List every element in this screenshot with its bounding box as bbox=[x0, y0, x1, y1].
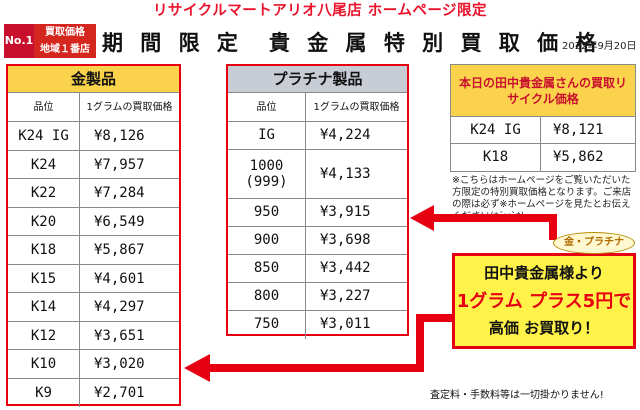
promo-box: 田中貴金属様より 1グラム プラス5円で 高価 お買取り！ bbox=[452, 253, 636, 349]
price-cell: ¥2,701 bbox=[94, 384, 145, 401]
price-cell: ¥8,126 bbox=[94, 128, 145, 144]
price-cell: ¥8,121 bbox=[553, 122, 604, 138]
badge-line-2: 地域１番店 bbox=[40, 44, 90, 55]
grade-cell: K24 IG bbox=[451, 117, 541, 143]
page-banner: リサイクルマートアリオ八尾店 ホームページ限定 bbox=[152, 3, 488, 19]
price-cell: ¥7,957 bbox=[94, 156, 145, 173]
table-row: K24 IG ¥8,121 bbox=[451, 117, 635, 144]
price-cell: ¥7,284 bbox=[94, 185, 145, 201]
price-cell: ¥3,011 bbox=[320, 316, 371, 332]
platinum-col-grade: 品位 bbox=[228, 93, 306, 121]
date-label: 2022年9月20日 bbox=[562, 41, 637, 52]
table-row: K22 ¥7,284 bbox=[8, 179, 179, 208]
price-cell: ¥4,224 bbox=[320, 127, 371, 143]
gold-platinum-bubble: 金・プラチナ bbox=[553, 232, 635, 254]
price-cell: ¥5,862 bbox=[553, 149, 604, 165]
grade-cell: 850 bbox=[228, 255, 306, 282]
grade-cell: 950 bbox=[228, 199, 306, 226]
promo-line-2: 1グラム プラス5円で bbox=[456, 291, 632, 312]
grade-cell: K22 bbox=[8, 179, 80, 207]
table-row: 1000 (999) ¥4,133 bbox=[228, 150, 407, 199]
grade-cell: K9 bbox=[8, 378, 80, 407]
table-row: K20 ¥6,549 bbox=[8, 207, 179, 236]
tanaka-table-title: 本日の田中貴金属さんの買取リサイクル価格 bbox=[451, 65, 635, 117]
table-row: K18 ¥5,862 bbox=[451, 144, 635, 171]
table-row: K14 ¥4,297 bbox=[8, 293, 179, 322]
price-cell: ¥6,549 bbox=[94, 213, 145, 230]
promo-line-1: 田中貴金属様より bbox=[484, 264, 604, 282]
table-row: 750 ¥3,011 bbox=[228, 311, 407, 339]
gold-table-header: 品位 1グラムの買取価格 bbox=[8, 93, 179, 122]
price-cell: ¥4,601 bbox=[94, 270, 145, 287]
table-row: K18 ¥5,867 bbox=[8, 236, 179, 265]
grade-cell: K18 bbox=[8, 236, 80, 264]
grade-cell: K18 bbox=[451, 144, 541, 171]
no1-badge-label: No.1 bbox=[4, 24, 34, 58]
no1-badge-text: 買取価格 地域１番店 bbox=[34, 24, 96, 58]
grade-cell: 900 bbox=[228, 227, 306, 254]
platinum-table-header: 品位 1グラムの買取価格 bbox=[228, 93, 407, 122]
grade-cell: K10 bbox=[8, 350, 80, 378]
table-row: IG ¥4,224 bbox=[228, 122, 407, 150]
price-cell: ¥3,442 bbox=[320, 260, 371, 276]
price-cell: ¥5,867 bbox=[94, 242, 145, 258]
no1-badge: No.1 買取価格 地域１番店 bbox=[4, 24, 96, 58]
table-row: K9 ¥2,701 bbox=[8, 378, 179, 407]
table-row: 800 ¥3,227 bbox=[228, 283, 407, 311]
gold-price-table: 金製品 品位 1グラムの買取価格 K24 IG ¥8,126 K24 ¥7,957 … bbox=[6, 64, 181, 407]
table-row: K10 ¥3,020 bbox=[8, 350, 179, 379]
price-cell: ¥3,020 bbox=[94, 356, 145, 372]
grade-cell: K20 bbox=[8, 207, 80, 235]
platinum-table-title: プラチナ製品 bbox=[228, 66, 407, 93]
price-cell: ¥3,698 bbox=[320, 232, 371, 248]
gold-col-grade: 品位 bbox=[8, 93, 80, 121]
footer-note: 査定料・手数料等は一切掛かりません! bbox=[430, 390, 604, 401]
tanaka-reference-table: 本日の田中貴金属さんの買取リサイクル価格 K24 IG ¥8,121 K18 ¥5,… bbox=[450, 64, 636, 172]
grade-cell: 800 bbox=[228, 283, 306, 310]
table-row: 950 ¥3,915 bbox=[228, 199, 407, 227]
table-row: K24 ¥7,957 bbox=[8, 150, 179, 179]
price-cell: ¥4,297 bbox=[94, 299, 145, 315]
grade-cell: 750 bbox=[228, 311, 306, 339]
grade-cell: K24 IG bbox=[8, 122, 80, 150]
table-row: K24 IG ¥8,126 bbox=[8, 122, 179, 151]
grade-cell: K14 bbox=[8, 293, 80, 321]
grade-cell: 1000 (999) bbox=[228, 150, 306, 198]
table-row: K12 ¥3,651 bbox=[8, 321, 179, 350]
price-cell: ¥4,133 bbox=[320, 166, 371, 182]
table-row: 900 ¥3,698 bbox=[228, 227, 407, 255]
grade-cell: K15 bbox=[8, 264, 80, 292]
price-cell: ¥3,227 bbox=[320, 288, 371, 304]
platinum-col-price: 1グラムの買取価格 bbox=[313, 102, 400, 113]
grade-cell: K12 bbox=[8, 321, 80, 349]
grade-cell: K24 bbox=[8, 150, 80, 178]
gold-col-price: 1グラムの買取価格 bbox=[86, 102, 173, 113]
table-row: 850 ¥3,442 bbox=[228, 255, 407, 283]
disclaimer-note: ※こちらはホームページをご覧いただいた方限定の特別買取価格となります。ご来店の際… bbox=[452, 175, 632, 222]
badge-line-1: 買取価格 bbox=[45, 27, 85, 38]
gold-table-title: 金製品 bbox=[8, 66, 179, 93]
page-title: 期 間 限 定 貴 金 属 特 別 買 取 価 格 bbox=[102, 31, 602, 55]
price-cell: ¥3,651 bbox=[94, 327, 145, 344]
price-cell: ¥3,915 bbox=[320, 204, 371, 220]
grade-cell: IG bbox=[228, 122, 306, 149]
table-row: K15 ¥4,601 bbox=[8, 264, 179, 293]
promo-line-3: 高価 お買取り！ bbox=[488, 319, 600, 337]
platinum-price-table: プラチナ製品 品位 1グラムの買取価格 IG ¥4,224 1000 (999) ¥… bbox=[226, 64, 409, 339]
